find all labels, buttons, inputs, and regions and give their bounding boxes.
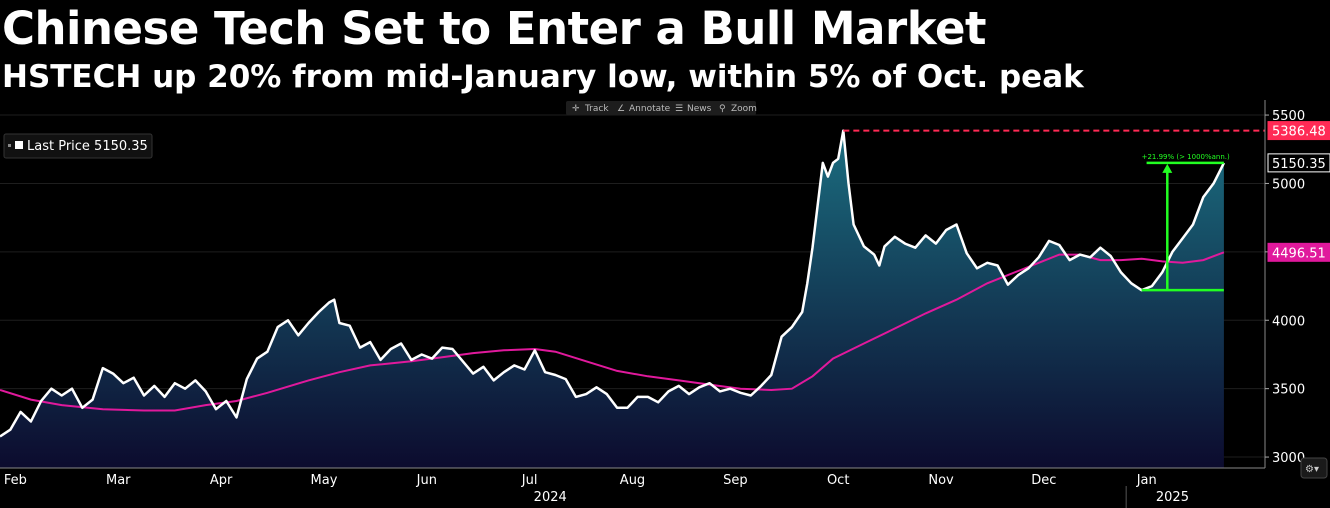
magnifier-icon: ⚲ <box>719 104 726 114</box>
value-tag-box <box>1267 121 1330 141</box>
x-month-label: Jun <box>416 473 437 488</box>
annotation-label: +21.99% (> 1000%ann.) <box>1142 153 1230 161</box>
x-month-label: Jan <box>1136 473 1157 488</box>
pencil-icon: ∠ <box>617 104 625 114</box>
legend-label: Last Price 5150.35 <box>27 139 148 154</box>
x-axis: Feb Mar Apr May Jun Jul Aug Sep Oct Nov Dec Jan 2024… <box>4 473 1189 508</box>
toolbar-news[interactable]: News <box>687 104 712 114</box>
legend-drag-handle[interactable] <box>8 144 11 147</box>
x-month-label: Dec <box>1031 473 1056 488</box>
y-tick-label: 3000 <box>1272 451 1305 466</box>
x-month-label: May <box>311 473 338 488</box>
chart-subtitle: HSTECH up 20% from mid-January low, with… <box>2 59 1084 95</box>
gain-annotation: +21.99% (> 1000%ann.) <box>1141 153 1230 292</box>
legend[interactable]: Last Price 5150.35 <box>3 133 153 159</box>
axis-options-icon: ⚙▾ <box>1305 464 1319 475</box>
value-tags: 5386.48 5150.35 4496.51 <box>1267 121 1330 262</box>
value-tag-label: 5150.35 <box>1272 157 1326 172</box>
y-tick-label: 5500 <box>1272 109 1305 124</box>
value-tag-label: 4496.51 <box>1272 246 1326 261</box>
toolbar-background <box>566 101 756 115</box>
price-line <box>0 129 1226 438</box>
toolbar-annotate[interactable]: Annotate <box>629 104 671 114</box>
y-tick-label: 5000 <box>1272 177 1305 192</box>
legend-box <box>3 133 153 159</box>
price-chart[interactable]: ✛ Track ∠ Annotate ☰ News ⚲ Zoom Last Pr… <box>0 100 1330 508</box>
x-year-label: 2024 <box>534 490 567 505</box>
annotation-arrow-head <box>1162 163 1173 173</box>
axis-options-button[interactable] <box>1300 457 1328 479</box>
price-area <box>0 130 1224 468</box>
y-tick-label: 4000 <box>1272 314 1305 329</box>
chart-toolbar: ✛ Track ∠ Annotate ☰ News ⚲ Zoom <box>566 101 757 115</box>
x-month-label: Mar <box>106 473 131 488</box>
x-month-label: Jul <box>521 473 538 488</box>
x-year-label: 2025 <box>1156 490 1189 505</box>
toolbar-zoom[interactable]: Zoom <box>731 104 757 114</box>
value-tag-box <box>1267 153 1330 173</box>
x-month-label: Sep <box>723 473 748 488</box>
legend-swatch <box>15 141 23 149</box>
chart-title: Chinese Tech Set to Enter a Bull Market <box>2 2 986 55</box>
value-tag-label: 5386.48 <box>1272 125 1326 140</box>
x-month-label: Nov <box>928 473 954 488</box>
x-month-label: Apr <box>210 473 233 488</box>
x-month-label: Feb <box>4 473 27 488</box>
x-month-label: Oct <box>827 473 849 488</box>
crosshair-icon: ✛ <box>572 104 580 114</box>
news-icon: ☰ <box>675 104 683 114</box>
y-tick-label: 3500 <box>1272 383 1305 398</box>
toolbar-track[interactable]: Track <box>584 104 609 114</box>
x-month-label: Aug <box>620 473 645 488</box>
value-tag-box <box>1267 242 1330 262</box>
